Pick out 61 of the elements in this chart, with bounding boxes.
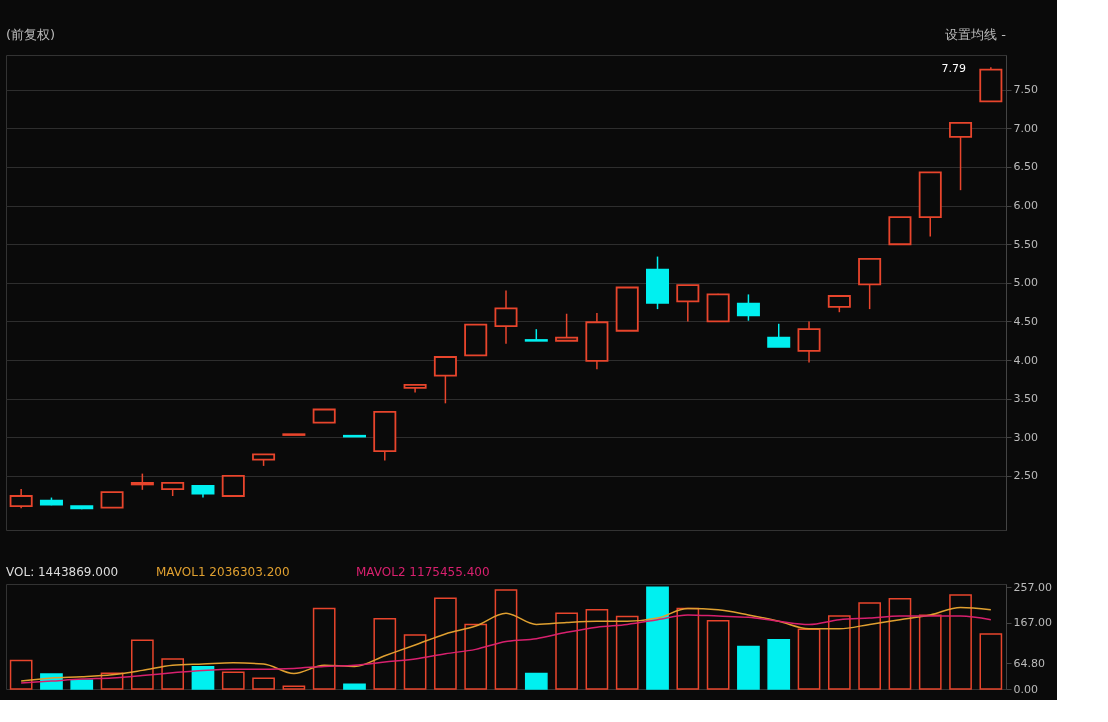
bar xyxy=(373,618,397,690)
y-tick-label: 167.00 xyxy=(1013,616,1052,630)
y-tick-label: 3.50 xyxy=(1013,392,1038,406)
bar xyxy=(343,683,366,690)
y-tick-label: 2.50 xyxy=(1013,469,1038,483)
text: 设置均线 - xyxy=(945,27,1007,42)
bar xyxy=(858,602,881,690)
text: (前复权) xyxy=(6,27,56,42)
candlestick xyxy=(797,320,821,364)
y-tick-label: 5.50 xyxy=(1013,237,1038,251)
text: MAVOL2 1175455.400 xyxy=(356,565,490,579)
bar xyxy=(797,628,821,690)
candlestick xyxy=(555,312,579,342)
bar xyxy=(827,615,851,690)
bar xyxy=(9,659,33,690)
y-tick-label: 4.00 xyxy=(1013,353,1038,367)
bar xyxy=(464,623,488,690)
bar xyxy=(131,639,154,690)
candlestick xyxy=(221,475,245,497)
y-tick-label: 257.00 xyxy=(1013,580,1052,594)
y-tick-label: 64.80 xyxy=(1013,656,1045,670)
bar xyxy=(252,677,275,690)
y-tick-label: 6.50 xyxy=(1013,160,1038,174)
candlestick xyxy=(949,122,973,191)
y-tick-label: 7.00 xyxy=(1013,121,1038,135)
candlestick xyxy=(767,323,791,348)
bar xyxy=(615,615,639,690)
candlestick xyxy=(736,293,760,322)
bar xyxy=(888,597,912,690)
bar xyxy=(646,586,669,690)
candlestick xyxy=(9,488,33,510)
bar xyxy=(585,609,609,690)
candlestick xyxy=(433,356,457,405)
bar xyxy=(979,633,1003,690)
bar xyxy=(70,679,94,690)
bar xyxy=(312,607,336,690)
bar xyxy=(494,589,518,690)
y-tick-label: 7.50 xyxy=(1013,83,1038,97)
y-tick-label: 5.00 xyxy=(1013,276,1038,290)
bar xyxy=(282,685,306,690)
text: MAVOL1 2036303.200 xyxy=(156,565,290,579)
bar xyxy=(555,612,578,690)
candlestick xyxy=(494,289,518,345)
bar xyxy=(191,666,215,690)
bar xyxy=(524,672,548,690)
candlestick xyxy=(676,284,700,323)
bar xyxy=(767,639,791,690)
text: VOL: 1443869.000 xyxy=(6,565,119,579)
bar xyxy=(221,671,245,690)
y-tick-label: 4.50 xyxy=(1013,314,1038,328)
bar xyxy=(918,614,942,690)
y-tick-label: 0.00 xyxy=(1013,682,1038,696)
y-tick-label: 6.00 xyxy=(1013,199,1038,213)
bar xyxy=(676,607,700,690)
bar xyxy=(737,645,760,690)
bar xyxy=(949,594,972,690)
y-tick-label: 3.00 xyxy=(1013,430,1038,444)
bar xyxy=(434,597,457,690)
bar xyxy=(706,620,730,690)
annotation: 7.79 xyxy=(941,62,966,75)
bar xyxy=(403,634,427,690)
